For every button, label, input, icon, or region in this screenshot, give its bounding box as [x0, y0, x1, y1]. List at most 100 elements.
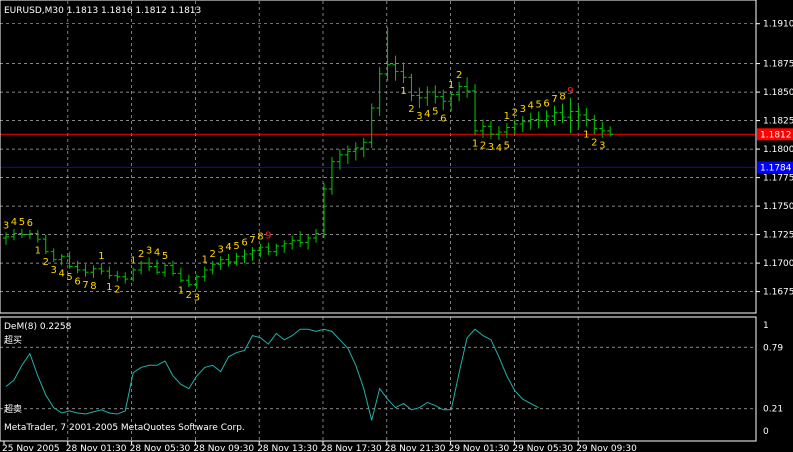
- count-label: 5: [162, 251, 168, 262]
- count-label: 5: [233, 241, 239, 252]
- ohlc-bar: [607, 126, 614, 137]
- ohlc-bar: [543, 110, 550, 128]
- price-bars[interactable]: [3, 27, 614, 290]
- price-tick-label: 1.1675: [763, 288, 793, 298]
- blue-level-label-bg: [757, 161, 793, 174]
- count-label: 5: [432, 107, 438, 118]
- ohlc-bar: [448, 92, 455, 112]
- count-label: 8: [257, 232, 263, 243]
- ohlc-bar: [257, 243, 264, 258]
- count-label: 3: [416, 111, 422, 122]
- ohlc-bar: [456, 81, 463, 102]
- count-label: 2: [480, 141, 486, 152]
- ohlc-bar: [18, 228, 25, 239]
- time-axis: 25 Nov 2005 28 Nov 01:30 28 Nov 05:30 28 No…: [2, 441, 637, 452]
- count-label: 2: [186, 290, 192, 301]
- price-tick-label: 1.1850: [763, 88, 793, 98]
- count-label: 6: [241, 237, 247, 248]
- ohlc-bar: [281, 240, 288, 253]
- price-tick-label: 1.1825: [763, 117, 793, 127]
- ohlc-bar: [233, 252, 240, 266]
- ohlc-bar: [424, 86, 431, 106]
- count-label: 2: [512, 107, 518, 118]
- count-label: 2: [408, 104, 414, 115]
- time-tick-label: 28 Nov 13:30: [257, 444, 318, 452]
- ohlc-bar: [241, 249, 248, 264]
- ohlc-bar: [106, 266, 113, 280]
- ohlc-bar: [201, 266, 208, 282]
- ohlc-bar: [567, 97, 574, 134]
- ohlc-bar: [519, 116, 526, 132]
- count-label: 1: [448, 80, 454, 91]
- count-label: 6: [543, 98, 549, 109]
- overbought-label: 超买: [4, 334, 22, 346]
- count-label: 1: [98, 251, 104, 262]
- time-tick-label: 28 Nov 01:30: [66, 444, 127, 452]
- count-label: 1: [472, 138, 478, 149]
- ohlc-bar: [408, 73, 415, 102]
- count-label: 2: [456, 70, 462, 81]
- ohlc-bar: [217, 256, 224, 270]
- blue-level-label: 1.1784: [760, 163, 792, 173]
- price-tick-label: 1.1725: [763, 231, 793, 241]
- indicator-title: DeM(8) 0.2258: [4, 322, 72, 332]
- ohlc-bar: [416, 87, 423, 109]
- count-label: 7: [249, 235, 255, 246]
- count-label: 3: [3, 220, 9, 231]
- demarker-indicator: [5, 328, 539, 421]
- ohlc-bar: [591, 114, 598, 135]
- time-tick-label: 29 Nov 09:30: [576, 444, 637, 452]
- count-label: 4: [58, 268, 64, 279]
- count-label: 2: [43, 257, 49, 268]
- price-tick-label: 1.1775: [763, 174, 793, 184]
- time-tick-label: 28 Nov 17:30: [321, 444, 382, 452]
- ohlc-bar: [503, 122, 510, 138]
- copyright-text: MetaTrader, 7 2001-2005 MetaQuotes Softw…: [4, 423, 245, 433]
- price-tick-label: 1.1750: [763, 202, 793, 212]
- count-label: 3: [217, 244, 223, 255]
- count-label: 4: [11, 217, 17, 228]
- count-label: 8: [559, 92, 565, 103]
- count-label: 5: [504, 141, 510, 152]
- count-label: 4: [154, 248, 160, 259]
- time-tick-label: 28 Nov 05:30: [130, 444, 191, 452]
- ohlc-bar: [185, 274, 192, 288]
- count-label: 6: [440, 113, 446, 124]
- ohlc-bar: [328, 157, 335, 195]
- ohlc-bar: [10, 228, 17, 241]
- ohlc-bar: [58, 253, 65, 266]
- indicator-tick-label: 0: [763, 427, 769, 437]
- oversold-label: 超卖: [4, 403, 22, 415]
- ohlc-bar: [368, 103, 375, 148]
- ohlc-bar: [344, 145, 351, 164]
- price-tick-label: 1.1910: [763, 20, 793, 30]
- indicator-tick-label: 0.21: [763, 405, 783, 415]
- ohlc-bar: [193, 274, 200, 290]
- ohlc-bar: [82, 264, 89, 277]
- ohlc-bar: [583, 108, 590, 127]
- ohlc-bar: [74, 260, 81, 274]
- ohlc-bar: [34, 230, 41, 243]
- count-label: 2: [138, 249, 144, 260]
- count-label: 7: [82, 280, 88, 291]
- count-label: 4: [496, 143, 502, 154]
- time-tick-label: 28 Nov 09:30: [193, 444, 254, 452]
- ohlc-bar: [265, 242, 272, 256]
- count-label: 4: [424, 109, 430, 120]
- count-label: 3: [520, 104, 526, 115]
- ohlc-bar: [440, 89, 447, 111]
- ohlc-bar: [352, 142, 359, 161]
- count-label: 4: [528, 101, 534, 112]
- count-label: 1: [583, 129, 589, 140]
- ohlc-bar: [273, 243, 280, 257]
- symbol-info: EURUSD,M30 1.1813 1.1816 1.1812 1.1813: [4, 6, 201, 16]
- count-label: 3: [599, 141, 605, 152]
- ohlc-bar: [321, 183, 327, 239]
- ohlc-bar: [527, 112, 534, 130]
- ohlc-bar: [360, 137, 367, 158]
- count-label: 1: [130, 256, 136, 267]
- ohlc-bar: [130, 267, 137, 282]
